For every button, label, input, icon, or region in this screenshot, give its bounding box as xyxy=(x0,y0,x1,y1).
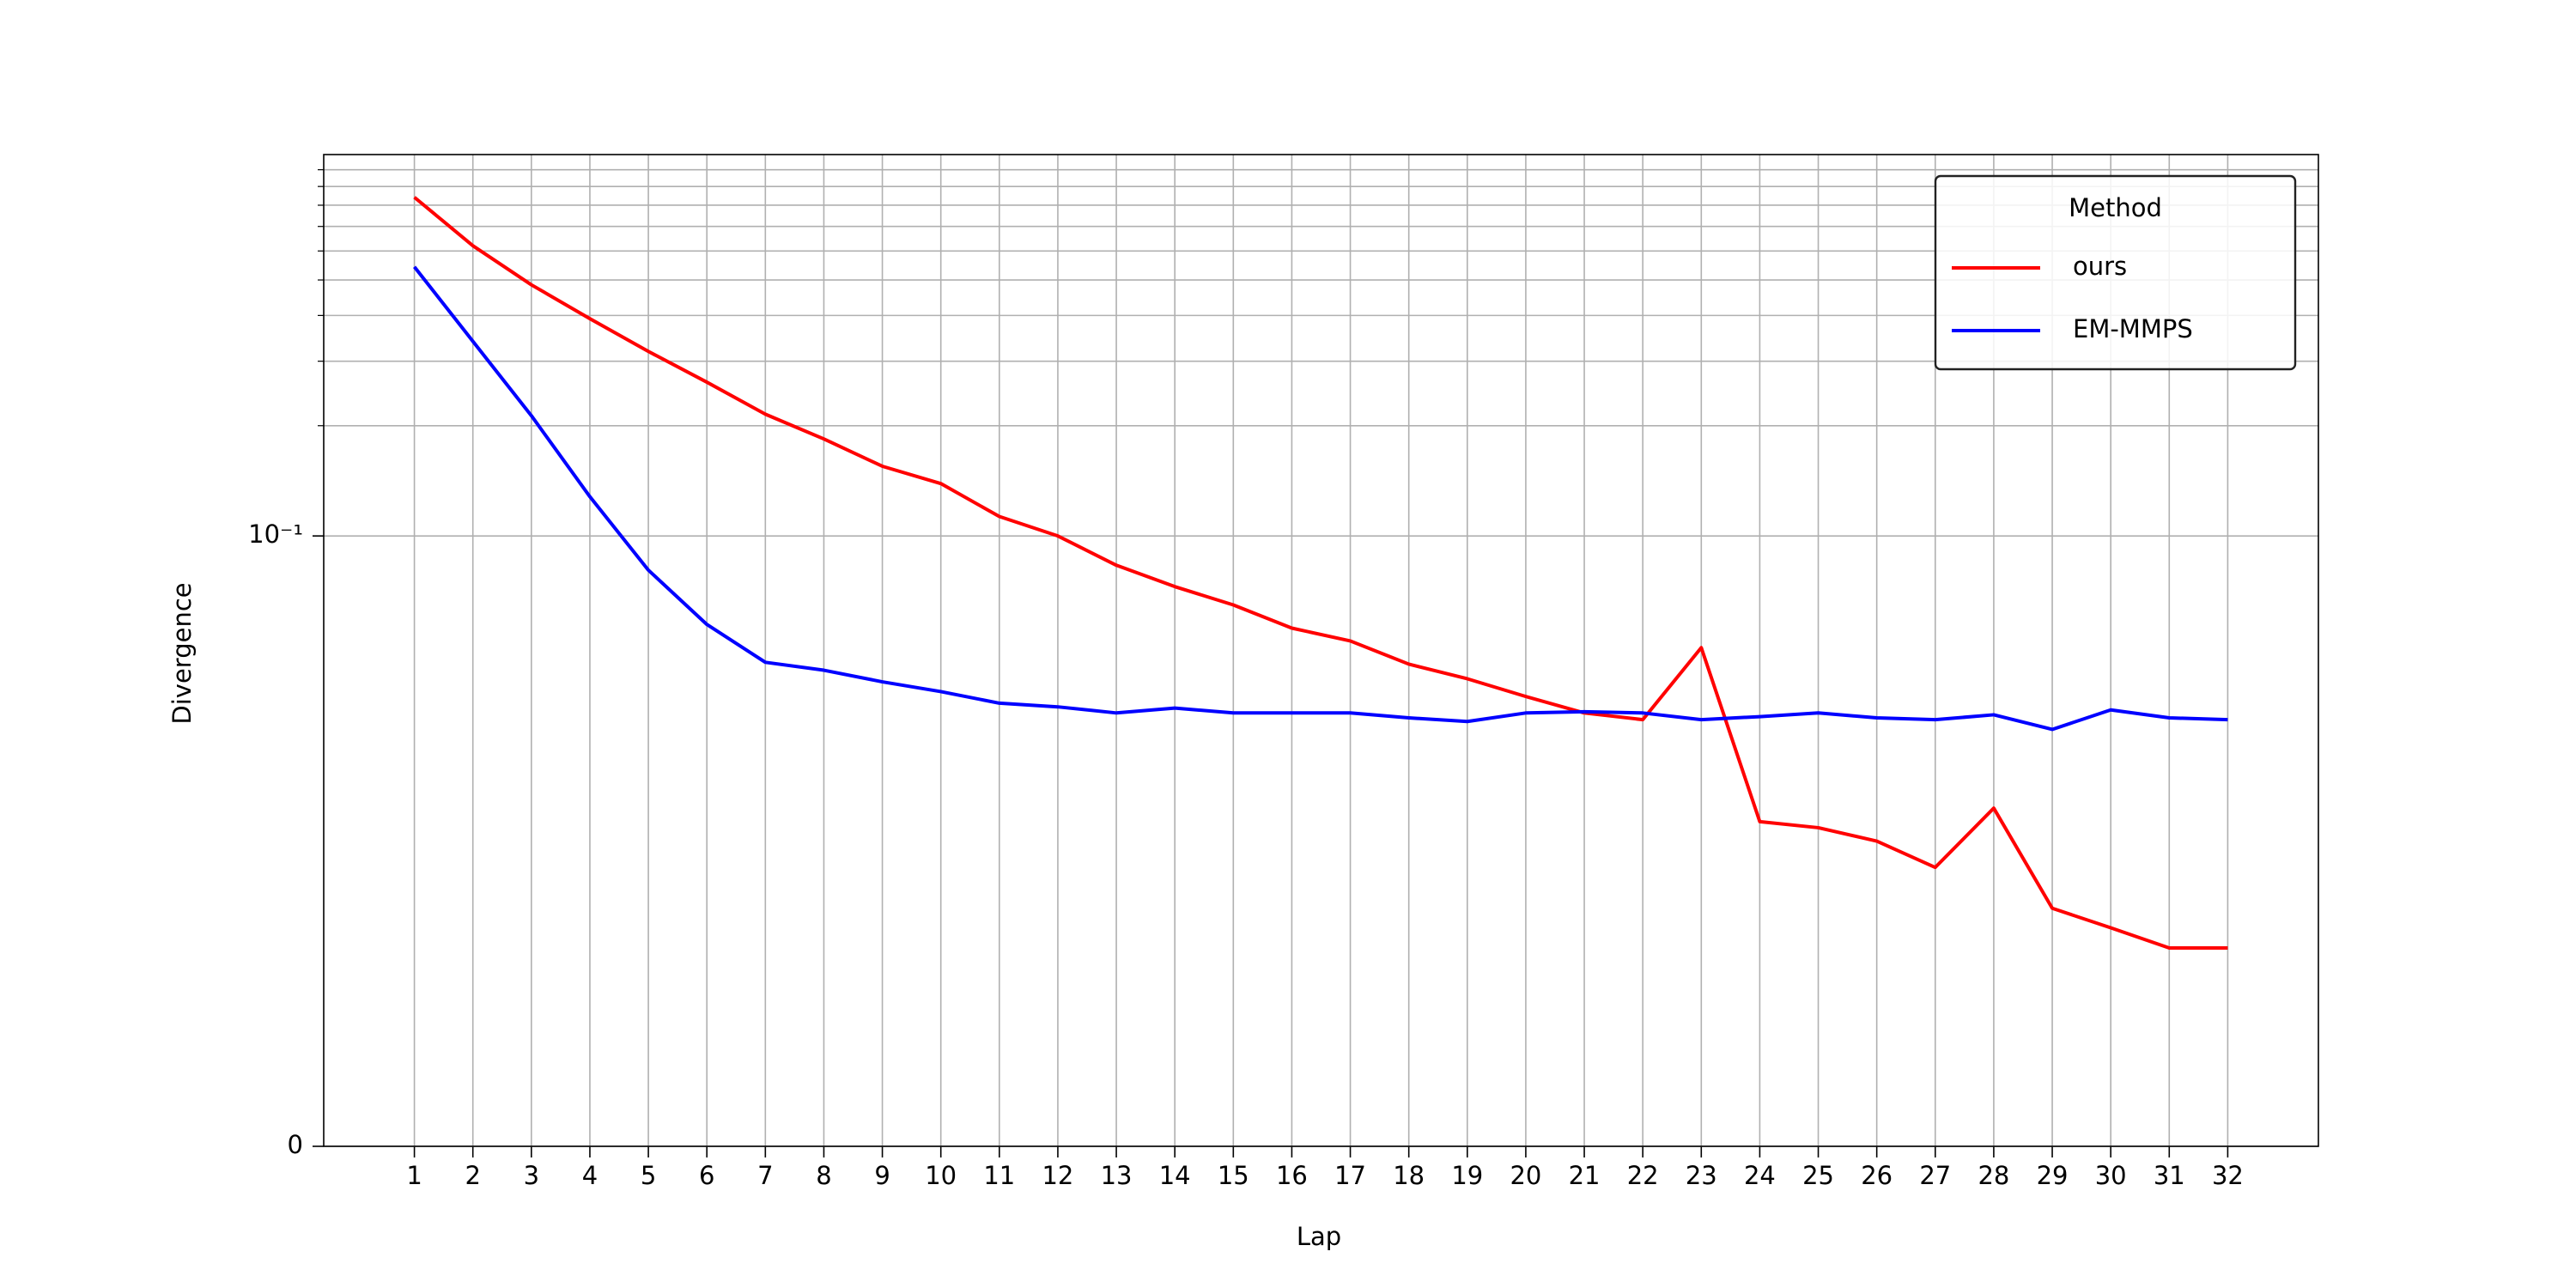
x-tick-label: 12 xyxy=(1042,1161,1073,1190)
x-tick-label: 16 xyxy=(1276,1161,1308,1190)
x-axis-label: Lap xyxy=(1297,1222,1341,1251)
x-tick-label: 3 xyxy=(524,1161,539,1190)
y-tick-label: 0 xyxy=(288,1130,303,1159)
x-tick-label: 17 xyxy=(1334,1161,1366,1190)
x-tick-label: 25 xyxy=(1802,1161,1834,1190)
legend-label: ours xyxy=(2073,252,2127,281)
x-tick-label: 4 xyxy=(582,1161,598,1190)
x-tick-label: 24 xyxy=(1744,1161,1776,1190)
x-tick-label: 15 xyxy=(1218,1161,1249,1190)
x-tick-label: 21 xyxy=(1569,1161,1601,1190)
x-tick-label: 5 xyxy=(641,1161,656,1190)
x-tick-label: 9 xyxy=(874,1161,890,1190)
x-tick-label: 20 xyxy=(1510,1161,1541,1190)
x-tick-label: 13 xyxy=(1101,1161,1133,1190)
x-tick-label: 29 xyxy=(2037,1161,2069,1190)
x-tick-label: 19 xyxy=(1451,1161,1483,1190)
x-tick-label: 2 xyxy=(465,1161,480,1190)
x-tick-label: 31 xyxy=(2154,1161,2185,1190)
y-axis-label: Divergence xyxy=(167,582,197,724)
x-tick-label: 32 xyxy=(2212,1161,2244,1190)
x-tick-label: 8 xyxy=(816,1161,831,1190)
x-tick-label: 28 xyxy=(1978,1161,2009,1190)
x-tick-label: 11 xyxy=(983,1161,1015,1190)
y-tick-label: 10⁻¹ xyxy=(248,519,303,549)
data-line xyxy=(413,265,2228,732)
x-tick-label: 14 xyxy=(1159,1161,1191,1190)
plot-frame xyxy=(323,154,2319,1147)
x-tick-label: 22 xyxy=(1627,1161,1659,1190)
x-tick-label: 18 xyxy=(1393,1161,1425,1190)
x-tick-label: 23 xyxy=(1686,1161,1717,1190)
x-tick-label: 26 xyxy=(1861,1161,1893,1190)
x-tick-label: 6 xyxy=(699,1161,714,1190)
x-tick-label: 1 xyxy=(406,1161,422,1190)
x-tick-label: 10 xyxy=(925,1161,957,1190)
x-tick-label: 7 xyxy=(757,1161,773,1190)
x-tick-label: 30 xyxy=(2095,1161,2127,1190)
x-tick-label: 27 xyxy=(1919,1161,1951,1190)
legend-label: EM-MMPS xyxy=(2073,314,2193,343)
legend-box xyxy=(1934,174,2297,371)
data-line xyxy=(413,196,2228,950)
legend-title: Method xyxy=(2069,193,2162,222)
